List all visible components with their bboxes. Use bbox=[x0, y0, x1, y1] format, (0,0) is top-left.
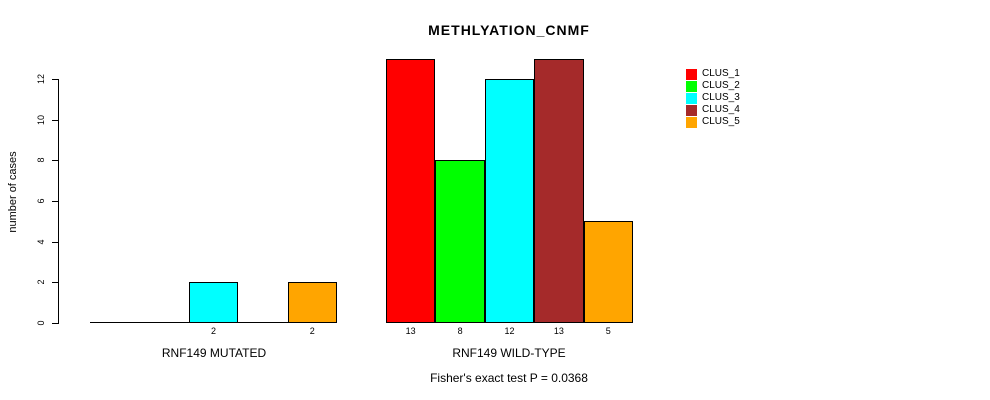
bar-value-label: 12 bbox=[504, 326, 515, 336]
legend-item-clus_4: CLUS_4 bbox=[686, 104, 740, 116]
legend-swatch-clus_2 bbox=[686, 80, 697, 92]
chart-title: METHLYATION_CNMF bbox=[428, 22, 590, 38]
legend-item-clus_3: CLUS_3 bbox=[686, 92, 740, 104]
y-axis-tick bbox=[52, 241, 58, 243]
legend-label: CLUS_2 bbox=[702, 80, 740, 91]
group-label-wildtype: RNF149 WILD-TYPE bbox=[452, 346, 566, 360]
fisher-exact-test-note: Fisher's exact test P = 0.0368 bbox=[430, 371, 588, 385]
y-axis-tick bbox=[52, 282, 58, 284]
y-axis-tick-label: 10 bbox=[36, 114, 46, 125]
bar-value-label: 13 bbox=[553, 326, 564, 336]
legend-label: CLUS_1 bbox=[702, 68, 740, 79]
legend-label: CLUS_3 bbox=[702, 92, 740, 103]
legend-item-clus_5: CLUS_5 bbox=[686, 116, 740, 128]
bar-value-label: 13 bbox=[405, 326, 416, 336]
bar-value-label: 5 bbox=[605, 326, 611, 336]
legend-swatch-clus_1 bbox=[686, 68, 697, 80]
bar-clus_2-group1 bbox=[139, 322, 189, 323]
y-axis-tick bbox=[52, 119, 58, 121]
bar-clus_3-group1 bbox=[188, 282, 239, 323]
legend-swatch-clus_4 bbox=[686, 104, 697, 116]
y-axis-line bbox=[58, 79, 59, 324]
bar-clus_5-group2 bbox=[583, 221, 633, 323]
bar-clus_5-group1 bbox=[287, 282, 337, 323]
group-label-mutated: RNF149 MUTATED bbox=[161, 346, 267, 360]
bar-value-label: 8 bbox=[457, 326, 463, 336]
y-axis-tick bbox=[52, 79, 58, 80]
legend-item-clus_1: CLUS_1 bbox=[686, 68, 740, 80]
legend-swatch-clus_5 bbox=[686, 116, 697, 128]
bar-clus_3-group2 bbox=[484, 79, 535, 323]
y-axis-tick-label: 0 bbox=[36, 320, 46, 326]
bar-value-label: 2 bbox=[210, 326, 217, 336]
legend-item-clus_2: CLUS_2 bbox=[686, 80, 740, 92]
legend-label: CLUS_4 bbox=[702, 104, 740, 115]
bar-clus_1-group2 bbox=[386, 58, 436, 323]
y-axis-tick bbox=[52, 323, 58, 324]
bar-clus_4-group2 bbox=[534, 58, 584, 323]
y-axis-tick bbox=[52, 160, 58, 162]
bar-clus_4-group1 bbox=[238, 322, 288, 323]
legend-label: CLUS_5 bbox=[702, 116, 740, 127]
y-axis-tick-label: 4 bbox=[36, 239, 46, 245]
y-axis-tick-label: 12 bbox=[36, 73, 46, 85]
bar-clus_2-group2 bbox=[435, 160, 485, 323]
legend-swatch-clus_3 bbox=[686, 92, 697, 104]
bar-value-label: 2 bbox=[309, 326, 315, 336]
y-axis-tick-label: 8 bbox=[36, 157, 46, 163]
y-axis-tick bbox=[52, 201, 58, 202]
legend: CLUS_1 CLUS_2 CLUS_3 CLUS_4 CLUS_5 bbox=[686, 68, 740, 128]
y-axis-tick-label: 2 bbox=[36, 279, 46, 285]
bar-clus_1-group1 bbox=[90, 322, 140, 323]
y-axis-tick-label: 6 bbox=[36, 198, 46, 204]
